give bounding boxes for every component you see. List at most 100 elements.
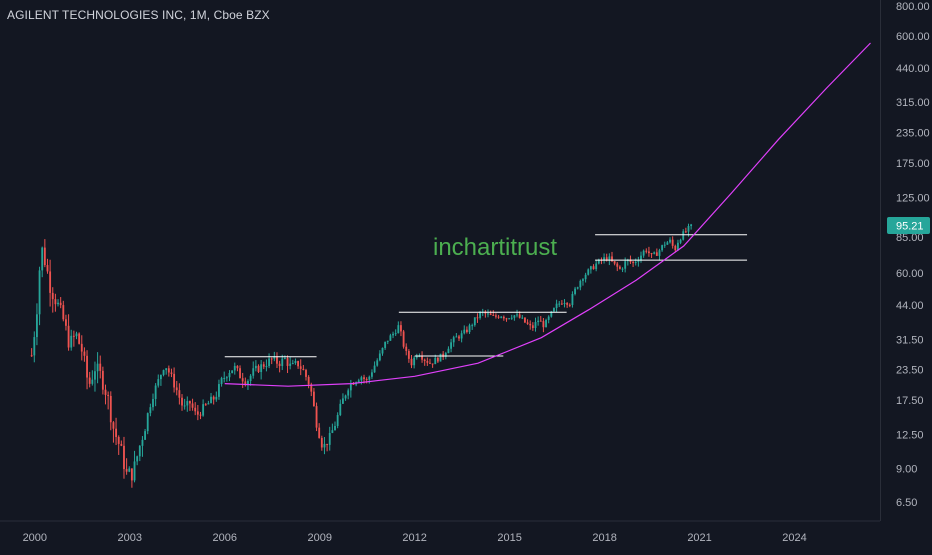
time-axis[interactable]: 2000 2003 2006 2009 2012 2015 2018 2021 2024 [0, 520, 880, 544]
candle-body [326, 443, 329, 445]
candle-body [584, 274, 587, 280]
candle-body [497, 316, 500, 318]
candle-body [571, 293, 574, 306]
candle-body [439, 353, 442, 362]
candle-body [605, 257, 608, 261]
candle-body [589, 266, 592, 270]
x-tick-label: 2012 [402, 532, 426, 544]
candle-body [239, 368, 241, 379]
candle-body [83, 351, 86, 356]
y-tick-label: 31.50 [896, 334, 924, 346]
candle-body [215, 396, 218, 400]
candle-body [347, 390, 350, 396]
candle-body [597, 259, 600, 264]
candle-body [80, 343, 83, 352]
candle-body [349, 383, 352, 391]
candle-body [394, 333, 397, 335]
candle-body [159, 374, 162, 380]
last-price-label: 95.21 [887, 216, 930, 234]
candle-body [312, 391, 315, 407]
candle-body [526, 322, 529, 324]
y-tick-label: 60.00 [896, 268, 924, 280]
x-tick-label: 2009 [307, 532, 331, 544]
y-tick-label: 440.00 [896, 63, 930, 75]
candle-body [331, 430, 334, 433]
parabolic-curve[interactable] [224, 42, 871, 387]
candle-body [642, 250, 645, 256]
candle-body [534, 322, 537, 329]
candle-body [265, 366, 268, 368]
candle-body [444, 353, 447, 357]
candle-body [547, 316, 550, 320]
candle-body [558, 303, 561, 305]
candle-body [257, 365, 260, 373]
candle-body [653, 252, 656, 254]
candle-body [465, 329, 468, 333]
candle-body [442, 353, 445, 357]
candle-body [88, 377, 91, 384]
candle-body [592, 266, 595, 270]
price-axis[interactable]: 800.00 600.00 440.00 315.00 235.00 175.00 125.… [896, 1, 930, 509]
candle-body [455, 336, 458, 338]
candle-body [199, 414, 202, 416]
candle-body [270, 358, 273, 360]
candle-body [281, 358, 284, 367]
candle-body [468, 325, 471, 333]
drawings-layer[interactable] [224, 42, 871, 387]
candle-body [99, 363, 102, 371]
candle-body [516, 314, 518, 316]
candle-body [342, 398, 344, 404]
x-tick-label: 2000 [23, 532, 47, 544]
candle-body [41, 247, 44, 271]
candle-body [191, 403, 194, 408]
candle-body [658, 250, 661, 256]
price-axis-border [880, 0, 881, 521]
candle-body [371, 372, 373, 377]
candle-body [109, 395, 112, 423]
symbol-title[interactable]: AGILENT TECHNOLOGIES INC, 1M, Cboe BZX [7, 8, 270, 22]
candle-body [415, 356, 418, 358]
y-tick-label: 800.00 [896, 1, 930, 13]
candle-body [645, 250, 648, 252]
candle-body [152, 399, 154, 408]
candle-body [72, 335, 75, 337]
candle-body [183, 405, 186, 407]
candle-body [336, 415, 339, 426]
candle-body [495, 315, 497, 317]
candle-body [307, 376, 310, 385]
candle-body [460, 333, 463, 339]
candle-body [566, 303, 569, 305]
candle-body [539, 320, 542, 322]
candle-body [687, 226, 690, 232]
candle-body [273, 356, 276, 359]
candle-body [181, 397, 183, 406]
candle-body [112, 422, 115, 429]
candle-body [352, 383, 355, 385]
candle-body [634, 261, 637, 263]
candle-body [373, 365, 376, 373]
candle-body [302, 368, 305, 370]
candle-body [289, 363, 292, 366]
candle-body [334, 425, 336, 431]
y-tick-label: 12.50 [896, 430, 924, 442]
candle-body [189, 401, 191, 404]
candle-body [249, 375, 252, 382]
candle-body [661, 245, 664, 251]
candle-body [157, 379, 160, 386]
candle-body [582, 279, 584, 281]
candle-body [518, 314, 521, 318]
candle-body [194, 407, 197, 412]
candle-body [162, 370, 165, 375]
candle-body [144, 431, 147, 440]
candle-body [381, 347, 384, 354]
candle-body [487, 313, 489, 315]
candle-body [386, 340, 389, 342]
candle-body [550, 311, 553, 317]
candle-body [413, 357, 416, 366]
candle-body [531, 325, 534, 329]
candle-body [86, 355, 88, 378]
candle-body [91, 379, 94, 384]
